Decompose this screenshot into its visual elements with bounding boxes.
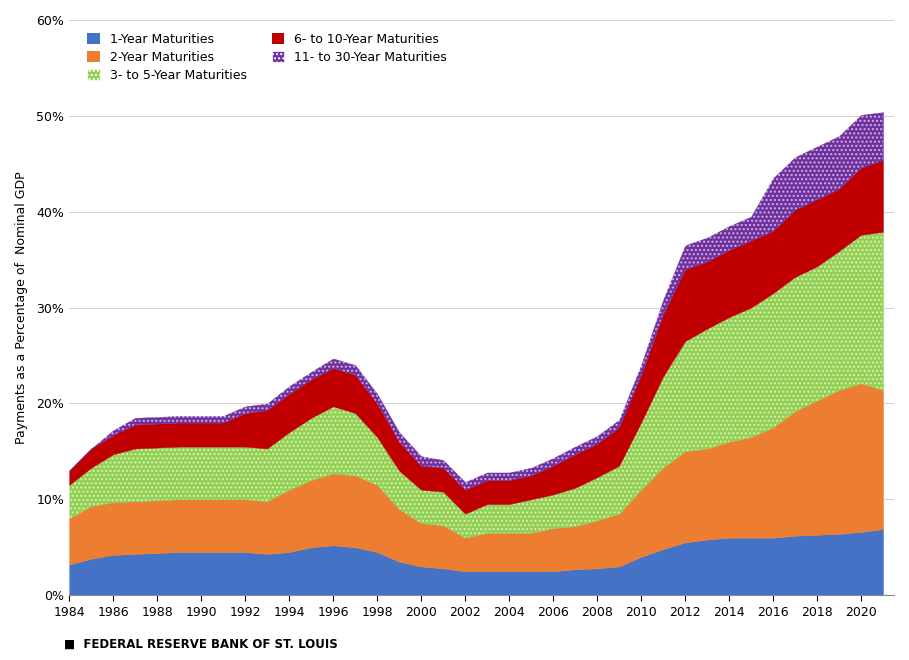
Y-axis label: Payments as a Percentage of  Nominal GDP: Payments as a Percentage of Nominal GDP xyxy=(15,172,28,444)
Legend: 1-Year Maturities, 2-Year Maturities, 3- to 5-Year Maturities, 6- to 10-Year Mat: 1-Year Maturities, 2-Year Maturities, 3-… xyxy=(84,29,451,86)
Text: ■  FEDERAL RESERVE BANK OF ST. LOUIS: ■ FEDERAL RESERVE BANK OF ST. LOUIS xyxy=(64,638,337,651)
